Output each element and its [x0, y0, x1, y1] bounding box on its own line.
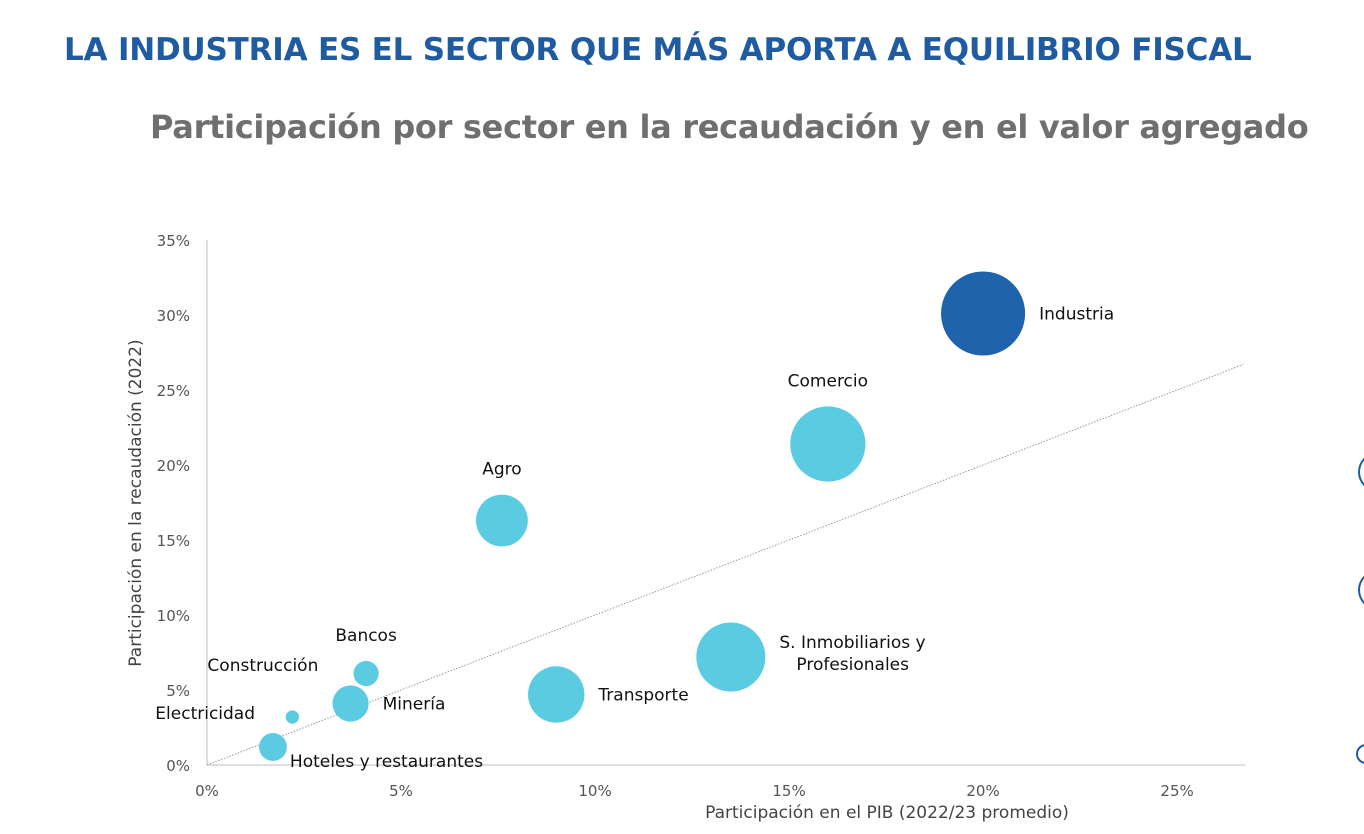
bubble-label: Construcción [207, 656, 318, 676]
x-tick-label: 5% [389, 782, 413, 800]
bubble-label-line: Hoteles y restaurantes [290, 752, 483, 772]
bubble-label: Electricidad [155, 704, 255, 724]
bubble-label: Industria [1039, 305, 1114, 325]
bubble-label-line: Construcción [207, 656, 318, 676]
x-tick-label: 10% [578, 782, 611, 800]
bubble-label: Bancos [335, 626, 397, 646]
bubble-label-line: S. Inmobiliarios y [779, 633, 925, 653]
reference-line-group [206, 364, 1244, 766]
chart-axes: 0% 5% 10% 15% 20% 25% 0% 5% 10% 15% 20% 25% 30% 35% [157, 232, 1245, 800]
x-tick-label: 0% [195, 782, 219, 800]
y-tick-label: 35% [157, 232, 190, 250]
bubble-label: Minería [383, 695, 446, 715]
y-tick-label: 0% [166, 757, 190, 775]
bubble-label-line: Agro [482, 460, 521, 480]
page-title: LA INDUSTRIA ES EL SECTOR QUE MÁS APORTA… [64, 32, 1252, 68]
bubble-bancos [353, 660, 379, 687]
bubble-label: Agro [482, 460, 521, 480]
reference-line [206, 364, 1244, 766]
bubbles-group [259, 271, 1026, 761]
bubble-industria [941, 271, 1026, 356]
bubble-label-line: Electricidad [155, 704, 255, 724]
bubble-label-line: Minería [383, 695, 446, 715]
bubble-label: S. Inmobiliarios y Profesionales [779, 633, 925, 675]
x-tick-label: 15% [772, 782, 805, 800]
bubble-label-line: Bancos [335, 626, 397, 646]
bubble-label-line: Industria [1039, 305, 1114, 325]
bubble-label-line: Transporte [597, 686, 688, 706]
bubble-comercio [790, 406, 866, 482]
bubble-label: Hoteles y restaurantes [290, 752, 483, 772]
y-tick-label: 30% [157, 307, 190, 325]
y-tick-label: 15% [157, 532, 190, 550]
y-axis-label: Participación en la recaudación (2022) [126, 339, 146, 666]
bubble-s-inmobiliarios-y-profesionales [696, 622, 766, 692]
bubble-transporte [528, 666, 585, 723]
x-axis-label: Participación en el PIB (2022/23 promedi… [705, 803, 1069, 823]
bubble-agro [475, 494, 528, 547]
bubble-electricidad [259, 733, 287, 761]
x-tick-label: 20% [966, 782, 999, 800]
y-tick-label: 25% [157, 382, 190, 400]
bubble-label-line: Comercio [788, 371, 868, 391]
bubble-construcci-n [285, 710, 300, 724]
chart-subtitle: Participación por sector en la recaudaci… [150, 108, 1309, 146]
x-tick-label: 25% [1160, 782, 1193, 800]
bubble-label: Transporte [597, 686, 688, 706]
y-tick-label: 10% [157, 607, 190, 625]
bubble-label: Comercio [788, 371, 868, 391]
bubble-miner-a [332, 685, 369, 722]
bubble-label-line: Profesionales [796, 655, 909, 675]
page-number-fragment [18, 826, 48, 834]
y-tick-label: 20% [157, 457, 190, 475]
y-tick-label: 5% [166, 682, 190, 700]
